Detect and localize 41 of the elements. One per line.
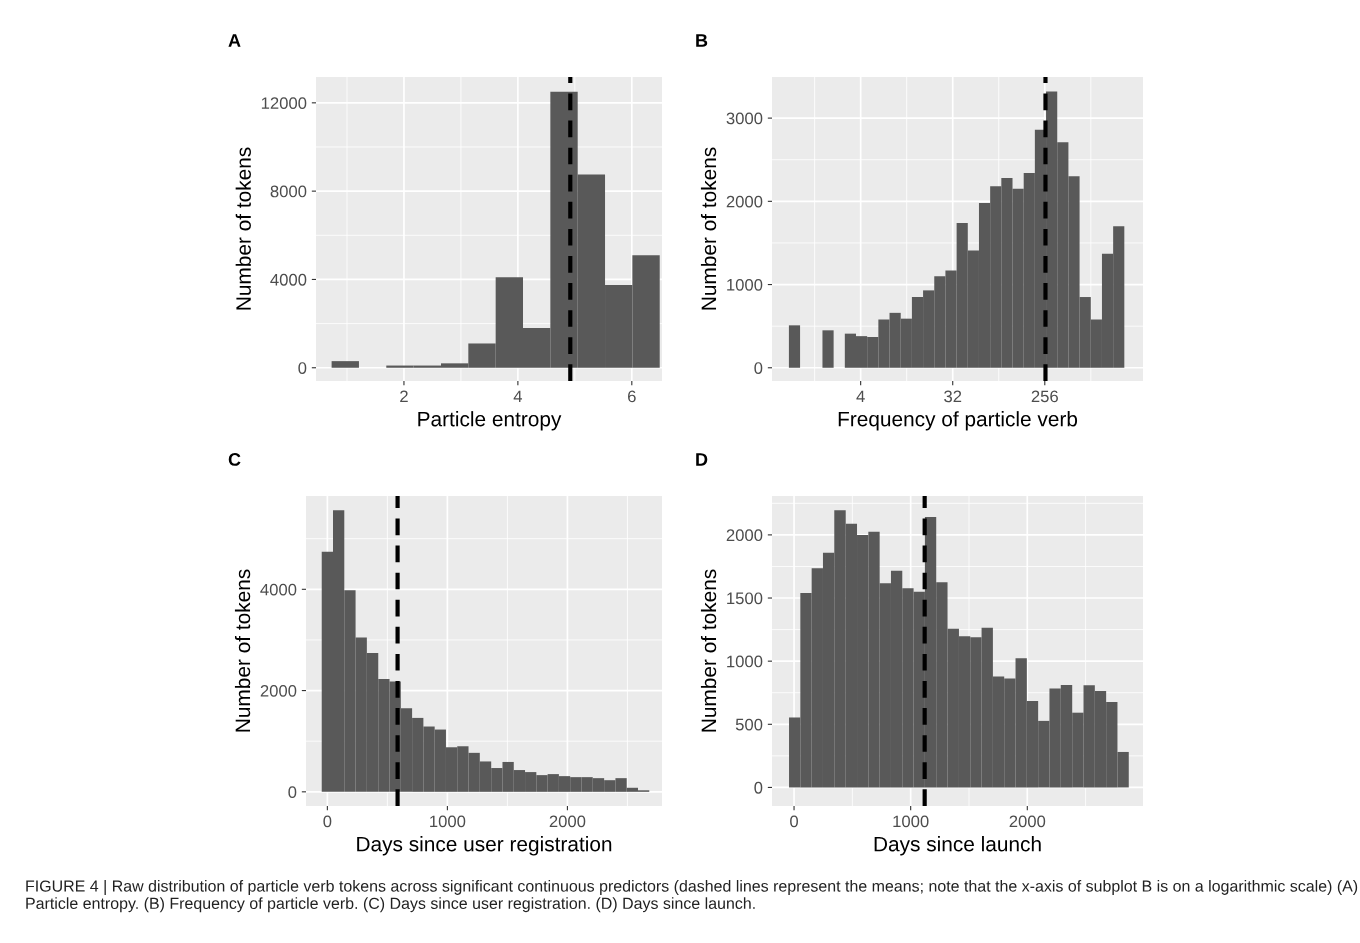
y-tick-label: 1500: [727, 592, 763, 605]
x-axis-title: Days since user registration: [357, 836, 612, 856]
y-tick-label: 500: [735, 718, 763, 731]
y-tick-label: 8000: [270, 185, 307, 198]
caption: FIGURE 4 | Raw distribution of particle verb tokens across significant continuous predictors (dashed lines represent the means; note that the x-axis of subplot B is on a logarithmic scale) (A) Particle entropy. (B) Frequency of particle verb. (C) Days since user registration. (D) Days since launch.: [26, 880, 1358, 913]
y-tick-label: 4000: [260, 583, 297, 596]
x-tick-label: 256: [1031, 390, 1058, 403]
chart-title: C: [228, 453, 241, 466]
x-tick-label: 0: [790, 815, 799, 828]
x-tick-label: 4: [513, 390, 523, 403]
y-axis-title: Number of tokens: [700, 147, 717, 310]
y-tick-label: 3000: [726, 112, 763, 125]
x-tick-label: 6: [628, 390, 636, 403]
x-tick-label: 2000: [1009, 815, 1046, 828]
x-axis-title: Days since launch: [874, 836, 1041, 856]
y-axis-title: Number of tokens: [700, 569, 717, 732]
x-axis-title: Particle entropy: [418, 411, 562, 431]
chart-title: D: [696, 453, 708, 466]
y-tick-label: 0: [754, 781, 763, 794]
y-tick-label: 4000: [270, 273, 307, 286]
y-tick-label: 0: [754, 362, 763, 374]
x-tick-label: 4: [856, 390, 865, 403]
x-tick-label: 32: [944, 390, 962, 403]
chart-title: A: [228, 34, 241, 47]
x-tick-label: 1000: [430, 815, 466, 828]
x-tick-label: 0: [323, 815, 332, 828]
y-tick-label: 2000: [726, 529, 763, 542]
y-tick-label: 1000: [727, 278, 763, 291]
y-tick-label: 0: [288, 786, 297, 799]
x-tick-label: 2000: [549, 815, 586, 828]
x-tick-label: 2: [400, 390, 408, 403]
y-tick-label: 12000: [261, 97, 307, 110]
y-tick-label: 1000: [727, 655, 763, 668]
chart-title: B: [696, 34, 708, 47]
x-axis-title: Frequency of particle verb: [838, 411, 1078, 431]
x-tick-label: 1000: [893, 815, 929, 828]
y-axis-title: Number of tokens: [235, 147, 251, 310]
y-tick-label: 0: [298, 362, 307, 374]
y-tick-label: 2000: [726, 195, 763, 208]
y-axis-title: Number of tokens: [234, 569, 251, 732]
y-tick-label: 2000: [260, 684, 297, 697]
